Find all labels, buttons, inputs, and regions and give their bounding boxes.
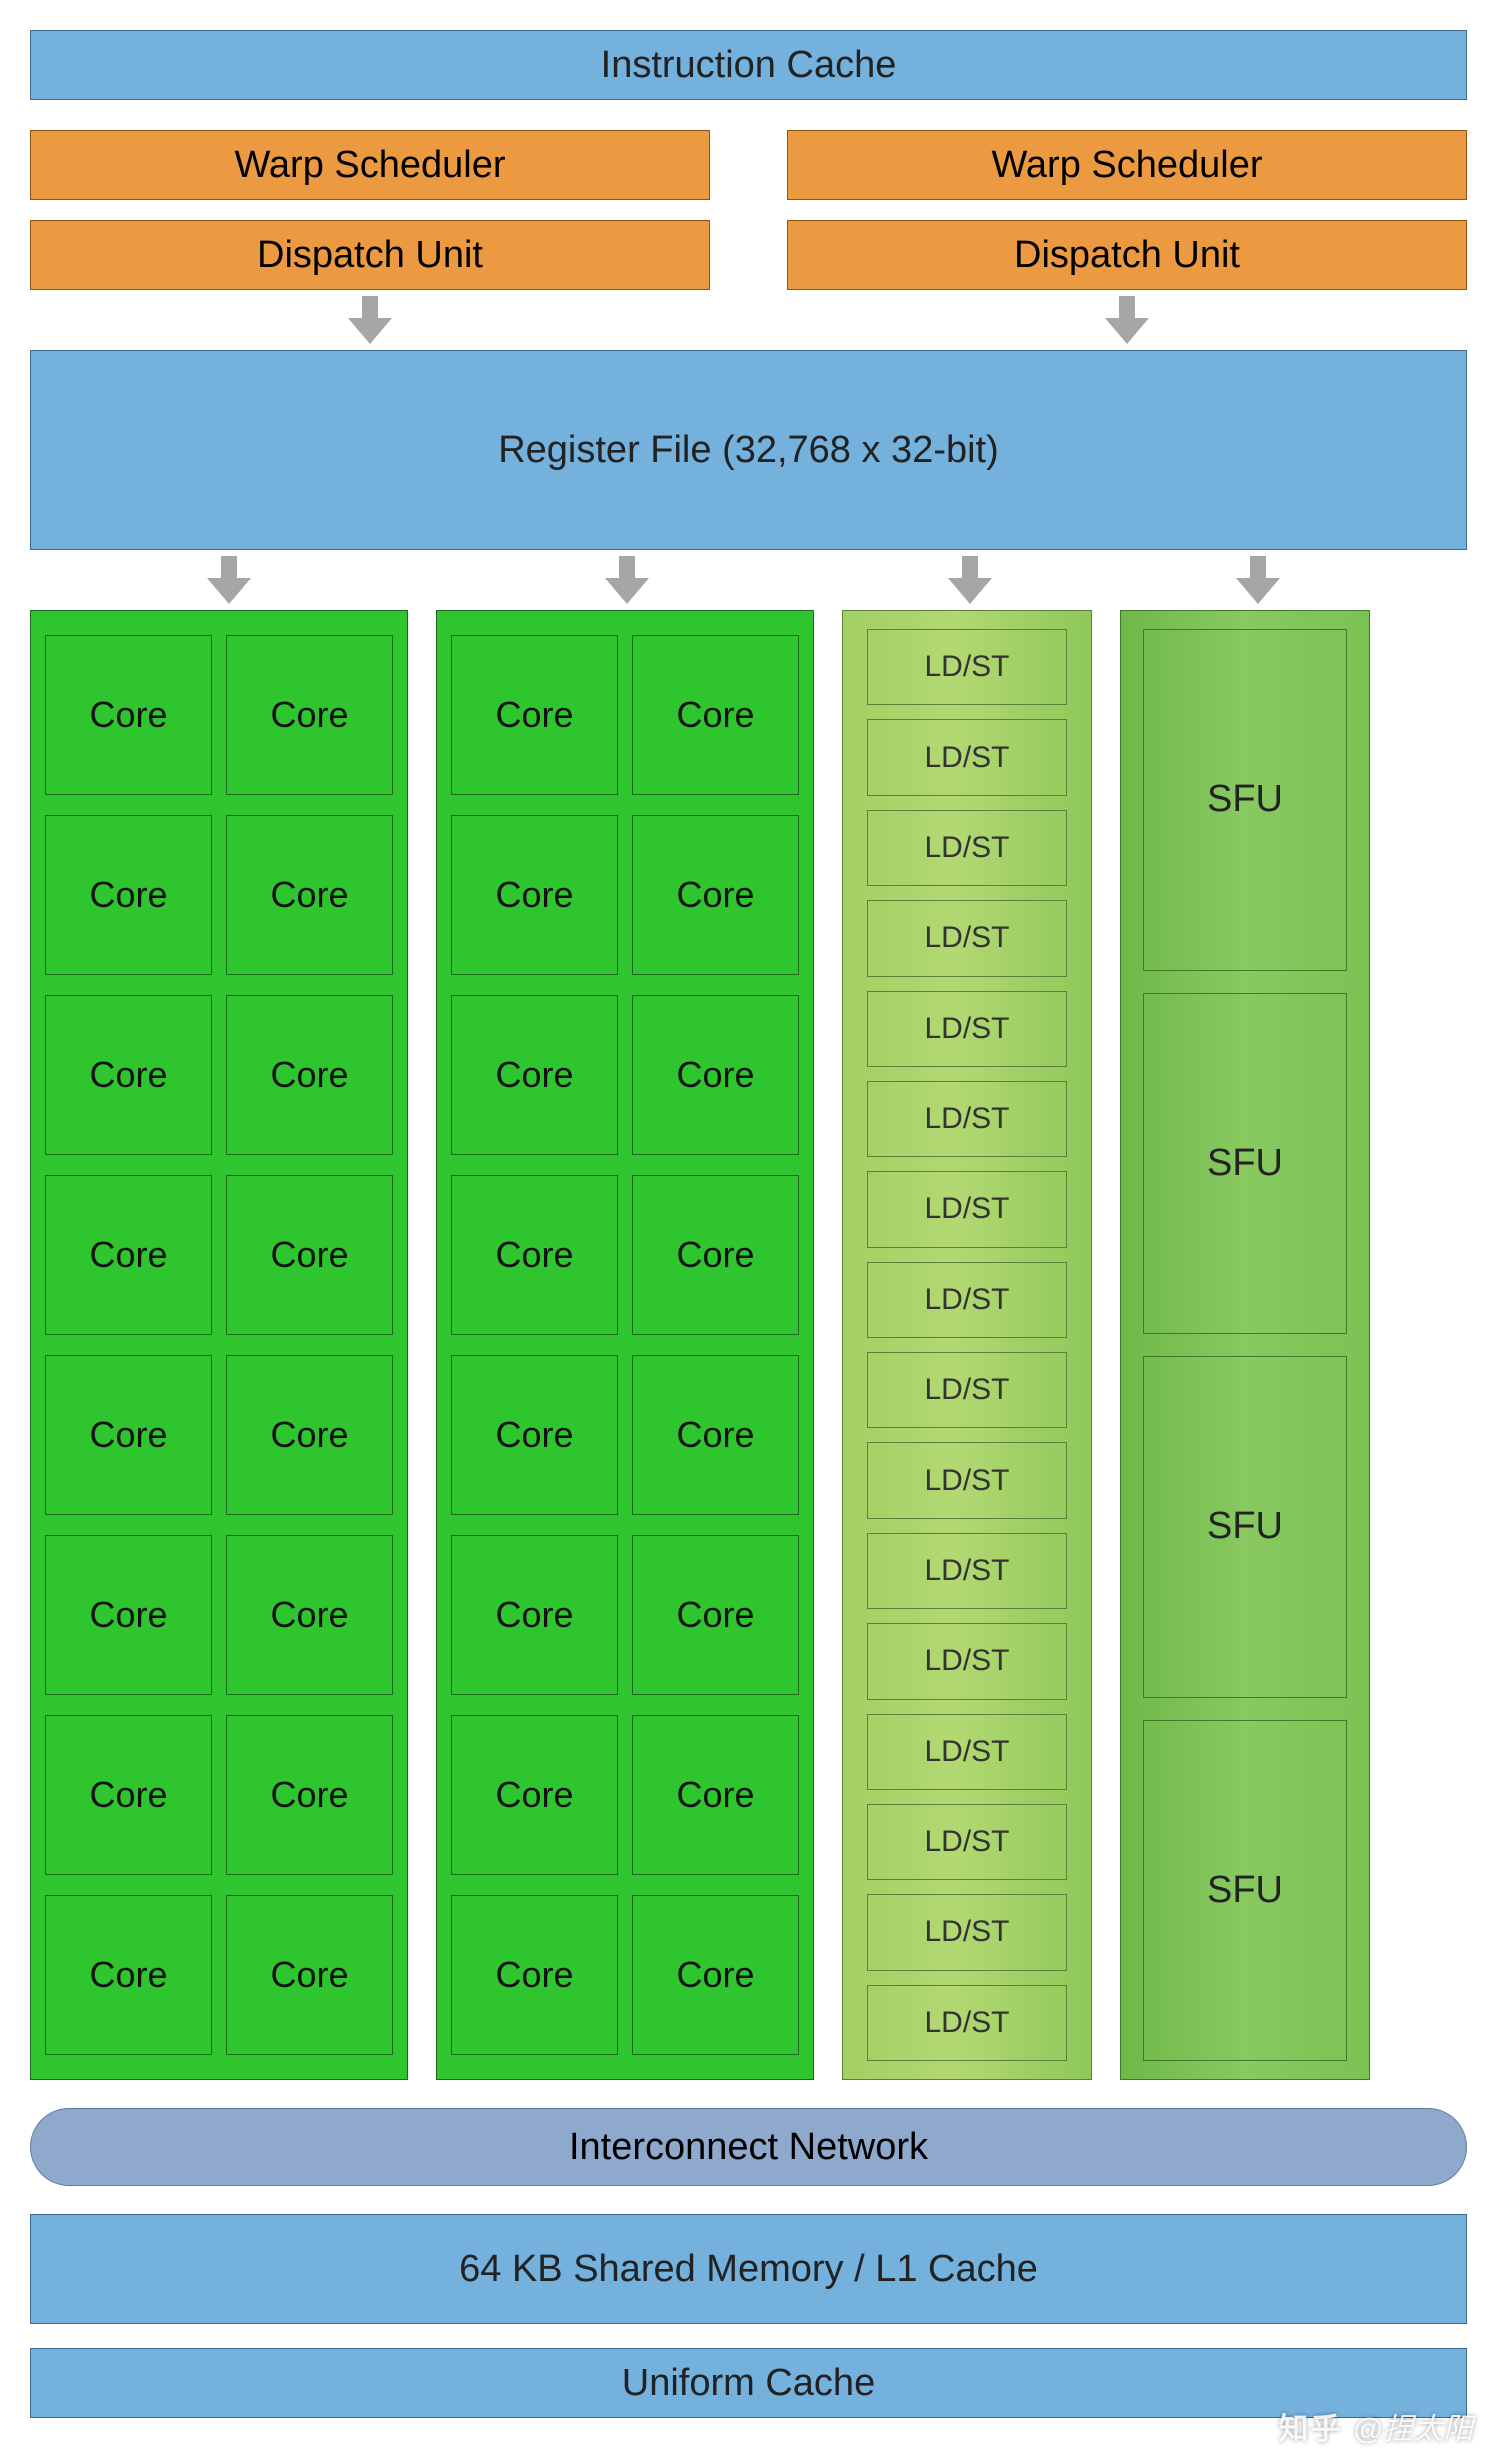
sfu-cell: SFU bbox=[1143, 629, 1347, 971]
core-cell: Core bbox=[226, 815, 393, 975]
watermark-logo: 知乎 bbox=[1279, 2404, 1343, 2448]
ldst-cell: LD/ST bbox=[867, 991, 1067, 1067]
ldst-cell: LD/ST bbox=[867, 1985, 1067, 2061]
core-cell: Core bbox=[226, 1175, 393, 1335]
ldst-cell: LD/ST bbox=[867, 1171, 1067, 1247]
core-cell: Core bbox=[451, 1895, 618, 2055]
core-cell: Core bbox=[632, 1535, 799, 1695]
core-cell: Core bbox=[451, 815, 618, 975]
ldst-panel: LD/ST LD/ST LD/ST LD/ST LD/ST LD/ST LD/ST LD/ST… bbox=[842, 610, 1092, 2080]
arrow-down-icon bbox=[787, 296, 1467, 344]
ldst-cell: LD/ST bbox=[867, 1623, 1067, 1699]
ldst-cell: LD/ST bbox=[867, 1714, 1067, 1790]
arrow-down-icon bbox=[1114, 556, 1402, 604]
register-file-block: Register File (32,768 x 32-bit) bbox=[30, 350, 1467, 550]
ldst-cell: LD/ST bbox=[867, 900, 1067, 976]
core-cell: Core bbox=[632, 1895, 799, 2055]
core-cell: Core bbox=[45, 995, 212, 1155]
ldst-cell: LD/ST bbox=[867, 1442, 1067, 1518]
core-cell: Core bbox=[45, 1895, 212, 2055]
core-cell: Core bbox=[226, 1355, 393, 1515]
dispatch-unit-left: Dispatch Unit bbox=[30, 220, 710, 290]
shared-memory-block: 64 KB Shared Memory / L1 Cache bbox=[30, 2214, 1467, 2324]
ldst-cell: LD/ST bbox=[867, 719, 1067, 795]
core-cell: Core bbox=[632, 1175, 799, 1335]
core-cell: Core bbox=[451, 635, 618, 795]
execution-units-row: CoreCoreCoreCoreCoreCoreCoreCoreCoreCore… bbox=[30, 610, 1467, 2080]
core-cell: Core bbox=[226, 995, 393, 1155]
ldst-cell: LD/ST bbox=[867, 629, 1067, 705]
ldst-cell: LD/ST bbox=[867, 1533, 1067, 1609]
core-cell: Core bbox=[451, 1535, 618, 1695]
core-cell: Core bbox=[451, 1355, 618, 1515]
core-cell: Core bbox=[226, 635, 393, 795]
warp-scheduler-left: Warp Scheduler bbox=[30, 130, 710, 200]
ldst-cell: LD/ST bbox=[867, 1352, 1067, 1428]
dispatch-unit-right: Dispatch Unit bbox=[787, 220, 1467, 290]
core-cell: Core bbox=[632, 635, 799, 795]
core-cell: Core bbox=[45, 1355, 212, 1515]
sfu-panel: SFU SFU SFU SFU bbox=[1120, 610, 1370, 2080]
core-cell: Core bbox=[45, 635, 212, 795]
core-cell: Core bbox=[632, 1715, 799, 1875]
core-cell: Core bbox=[45, 1715, 212, 1875]
arrow-down-icon bbox=[826, 556, 1114, 604]
ldst-cell: LD/ST bbox=[867, 1804, 1067, 1880]
sfu-cell: SFU bbox=[1143, 1720, 1347, 2062]
warp-scheduler-right: Warp Scheduler bbox=[787, 130, 1467, 200]
core-cell: Core bbox=[632, 995, 799, 1155]
ldst-cell: LD/ST bbox=[867, 1081, 1067, 1157]
core-cell: Core bbox=[226, 1535, 393, 1695]
sfu-cell: SFU bbox=[1143, 1356, 1347, 1698]
scheduler-row: Warp Scheduler Warp Scheduler bbox=[30, 130, 1467, 200]
core-cell: Core bbox=[45, 815, 212, 975]
core-cell: Core bbox=[632, 815, 799, 975]
arrow-row-regfile bbox=[30, 556, 1467, 604]
core-cell: Core bbox=[632, 1355, 799, 1515]
core-panel-right: CoreCoreCoreCoreCoreCoreCoreCoreCoreCore… bbox=[436, 610, 814, 2080]
arrow-down-icon bbox=[30, 296, 710, 344]
core-cell: Core bbox=[451, 1715, 618, 1875]
core-cell: Core bbox=[451, 995, 618, 1155]
watermark: 知乎 @捏太阳 bbox=[1279, 2404, 1473, 2448]
sfu-cell: SFU bbox=[1143, 993, 1347, 1335]
watermark-handle: @捏太阳 bbox=[1353, 2404, 1473, 2448]
core-cell: Core bbox=[45, 1175, 212, 1335]
core-cell: Core bbox=[45, 1535, 212, 1695]
dispatch-row: Dispatch Unit Dispatch Unit bbox=[30, 220, 1467, 290]
arrow-row-dispatch bbox=[30, 296, 1467, 344]
interconnect-block: Interconnect Network bbox=[30, 2108, 1467, 2186]
ldst-cell: LD/ST bbox=[867, 810, 1067, 886]
uniform-cache-block: Uniform Cache bbox=[30, 2348, 1467, 2418]
core-cell: Core bbox=[226, 1895, 393, 2055]
ldst-cell: LD/ST bbox=[867, 1894, 1067, 1970]
arrow-down-icon bbox=[428, 556, 826, 604]
instruction-cache-block: Instruction Cache bbox=[30, 30, 1467, 100]
core-cell: Core bbox=[226, 1715, 393, 1875]
core-cell: Core bbox=[451, 1175, 618, 1335]
core-panel-left: CoreCoreCoreCoreCoreCoreCoreCoreCoreCore… bbox=[30, 610, 408, 2080]
ldst-cell: LD/ST bbox=[867, 1262, 1067, 1338]
arrow-down-icon bbox=[30, 556, 428, 604]
